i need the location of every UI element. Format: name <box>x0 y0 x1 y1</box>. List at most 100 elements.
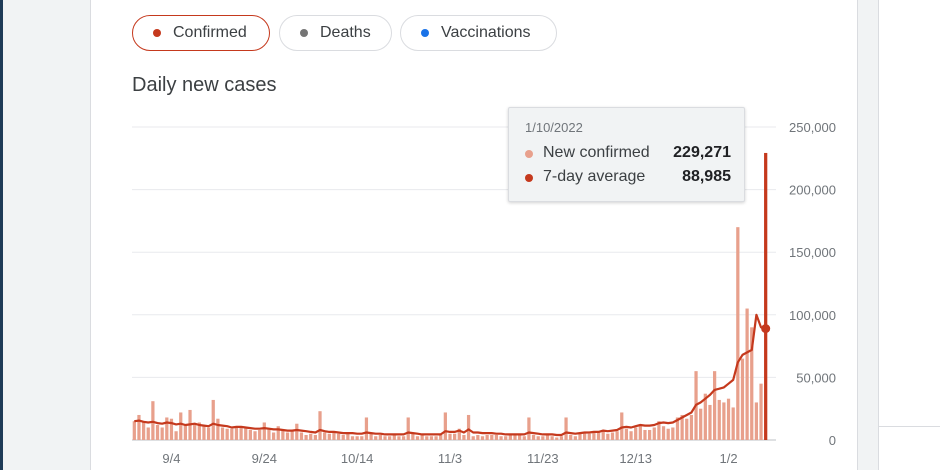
bar <box>643 429 647 440</box>
bar <box>471 436 475 440</box>
bar <box>666 428 670 440</box>
bar <box>448 433 452 440</box>
bar <box>736 227 740 440</box>
bar <box>583 432 587 440</box>
bar <box>541 436 545 440</box>
bar <box>248 429 253 440</box>
tooltip-7-day-average-value: 88,985 <box>682 168 731 185</box>
bar <box>754 402 759 440</box>
seven-day-average-swatch-icon <box>525 174 533 182</box>
bar <box>634 427 638 440</box>
bar <box>466 414 471 440</box>
bar <box>146 427 150 440</box>
bar <box>717 399 721 440</box>
bar <box>360 436 364 440</box>
bar <box>197 422 201 440</box>
bar <box>132 421 136 440</box>
bar <box>443 412 447 440</box>
bar <box>374 436 378 440</box>
vaccinations-dot-icon <box>421 29 429 37</box>
bar <box>290 431 294 440</box>
filter-confirmed-chip[interactable]: Confirmed <box>132 15 270 51</box>
bar <box>155 424 160 440</box>
tooltip-7-day-average-label: 7-day average <box>543 168 646 185</box>
bar <box>211 399 215 440</box>
bar <box>258 429 262 440</box>
bar <box>504 436 508 440</box>
bar <box>652 427 656 440</box>
x-tick-label: 9/24 <box>252 451 277 466</box>
filter-deaths-label: Deaths <box>320 24 371 41</box>
bar <box>578 433 582 440</box>
bar <box>378 434 382 440</box>
filter-vaccinations-chip[interactable]: Vaccinations <box>400 15 557 51</box>
bar <box>596 432 601 440</box>
bar <box>569 434 573 440</box>
bar <box>239 427 243 440</box>
bar <box>341 434 345 440</box>
bar <box>406 417 410 440</box>
bar <box>508 434 512 440</box>
bar <box>485 434 489 440</box>
bar <box>336 433 341 440</box>
y-tick-label: 0 <box>829 433 836 448</box>
bar <box>383 436 387 440</box>
bar <box>141 422 146 440</box>
bar <box>494 434 499 440</box>
bar <box>629 431 633 440</box>
bar <box>703 393 707 440</box>
bar <box>401 436 406 440</box>
bar <box>518 434 522 440</box>
bar <box>689 414 694 440</box>
bar <box>620 412 624 440</box>
bar <box>309 433 313 440</box>
bar <box>740 358 745 440</box>
bar <box>276 426 280 440</box>
bar <box>350 436 355 440</box>
bar <box>183 424 188 440</box>
bar <box>174 431 178 440</box>
bar <box>745 308 749 440</box>
bar <box>285 432 290 440</box>
bar <box>411 433 415 440</box>
bar <box>573 436 577 440</box>
bar <box>457 428 461 440</box>
bar <box>759 383 763 440</box>
bar <box>332 431 336 440</box>
bar <box>429 436 434 440</box>
bar <box>420 434 424 440</box>
bar <box>253 431 257 440</box>
bar <box>234 426 239 440</box>
bar <box>220 427 225 440</box>
bar <box>169 418 174 440</box>
bar <box>439 434 443 440</box>
bar <box>369 432 373 440</box>
confirmed-dot-icon <box>153 29 161 37</box>
filter-vaccinations-label: Vaccinations <box>441 24 531 41</box>
bar <box>750 327 754 440</box>
chart-tooltip: 1/10/2022 New confirmed 229,271 7-day av… <box>508 107 745 202</box>
bar <box>564 417 568 440</box>
bar <box>388 436 392 440</box>
bar <box>708 404 712 440</box>
bar <box>137 414 141 440</box>
x-tick-label: 10/14 <box>341 451 374 466</box>
bar <box>513 433 517 440</box>
filter-deaths-chip[interactable]: Deaths <box>279 15 392 51</box>
x-tick-label: 11/23 <box>527 451 559 466</box>
bar <box>476 434 480 440</box>
bar <box>304 434 308 440</box>
x-tick-label: 1/2 <box>720 451 738 466</box>
bar <box>545 434 550 440</box>
bar <box>480 436 485 440</box>
bar <box>165 417 169 440</box>
bar <box>531 434 536 440</box>
bar <box>206 427 211 440</box>
y-tick-label: 250,000 <box>789 120 836 135</box>
bar <box>592 431 596 440</box>
bar <box>299 432 304 440</box>
bar <box>601 429 605 440</box>
bar <box>536 436 540 440</box>
bar <box>555 437 559 440</box>
